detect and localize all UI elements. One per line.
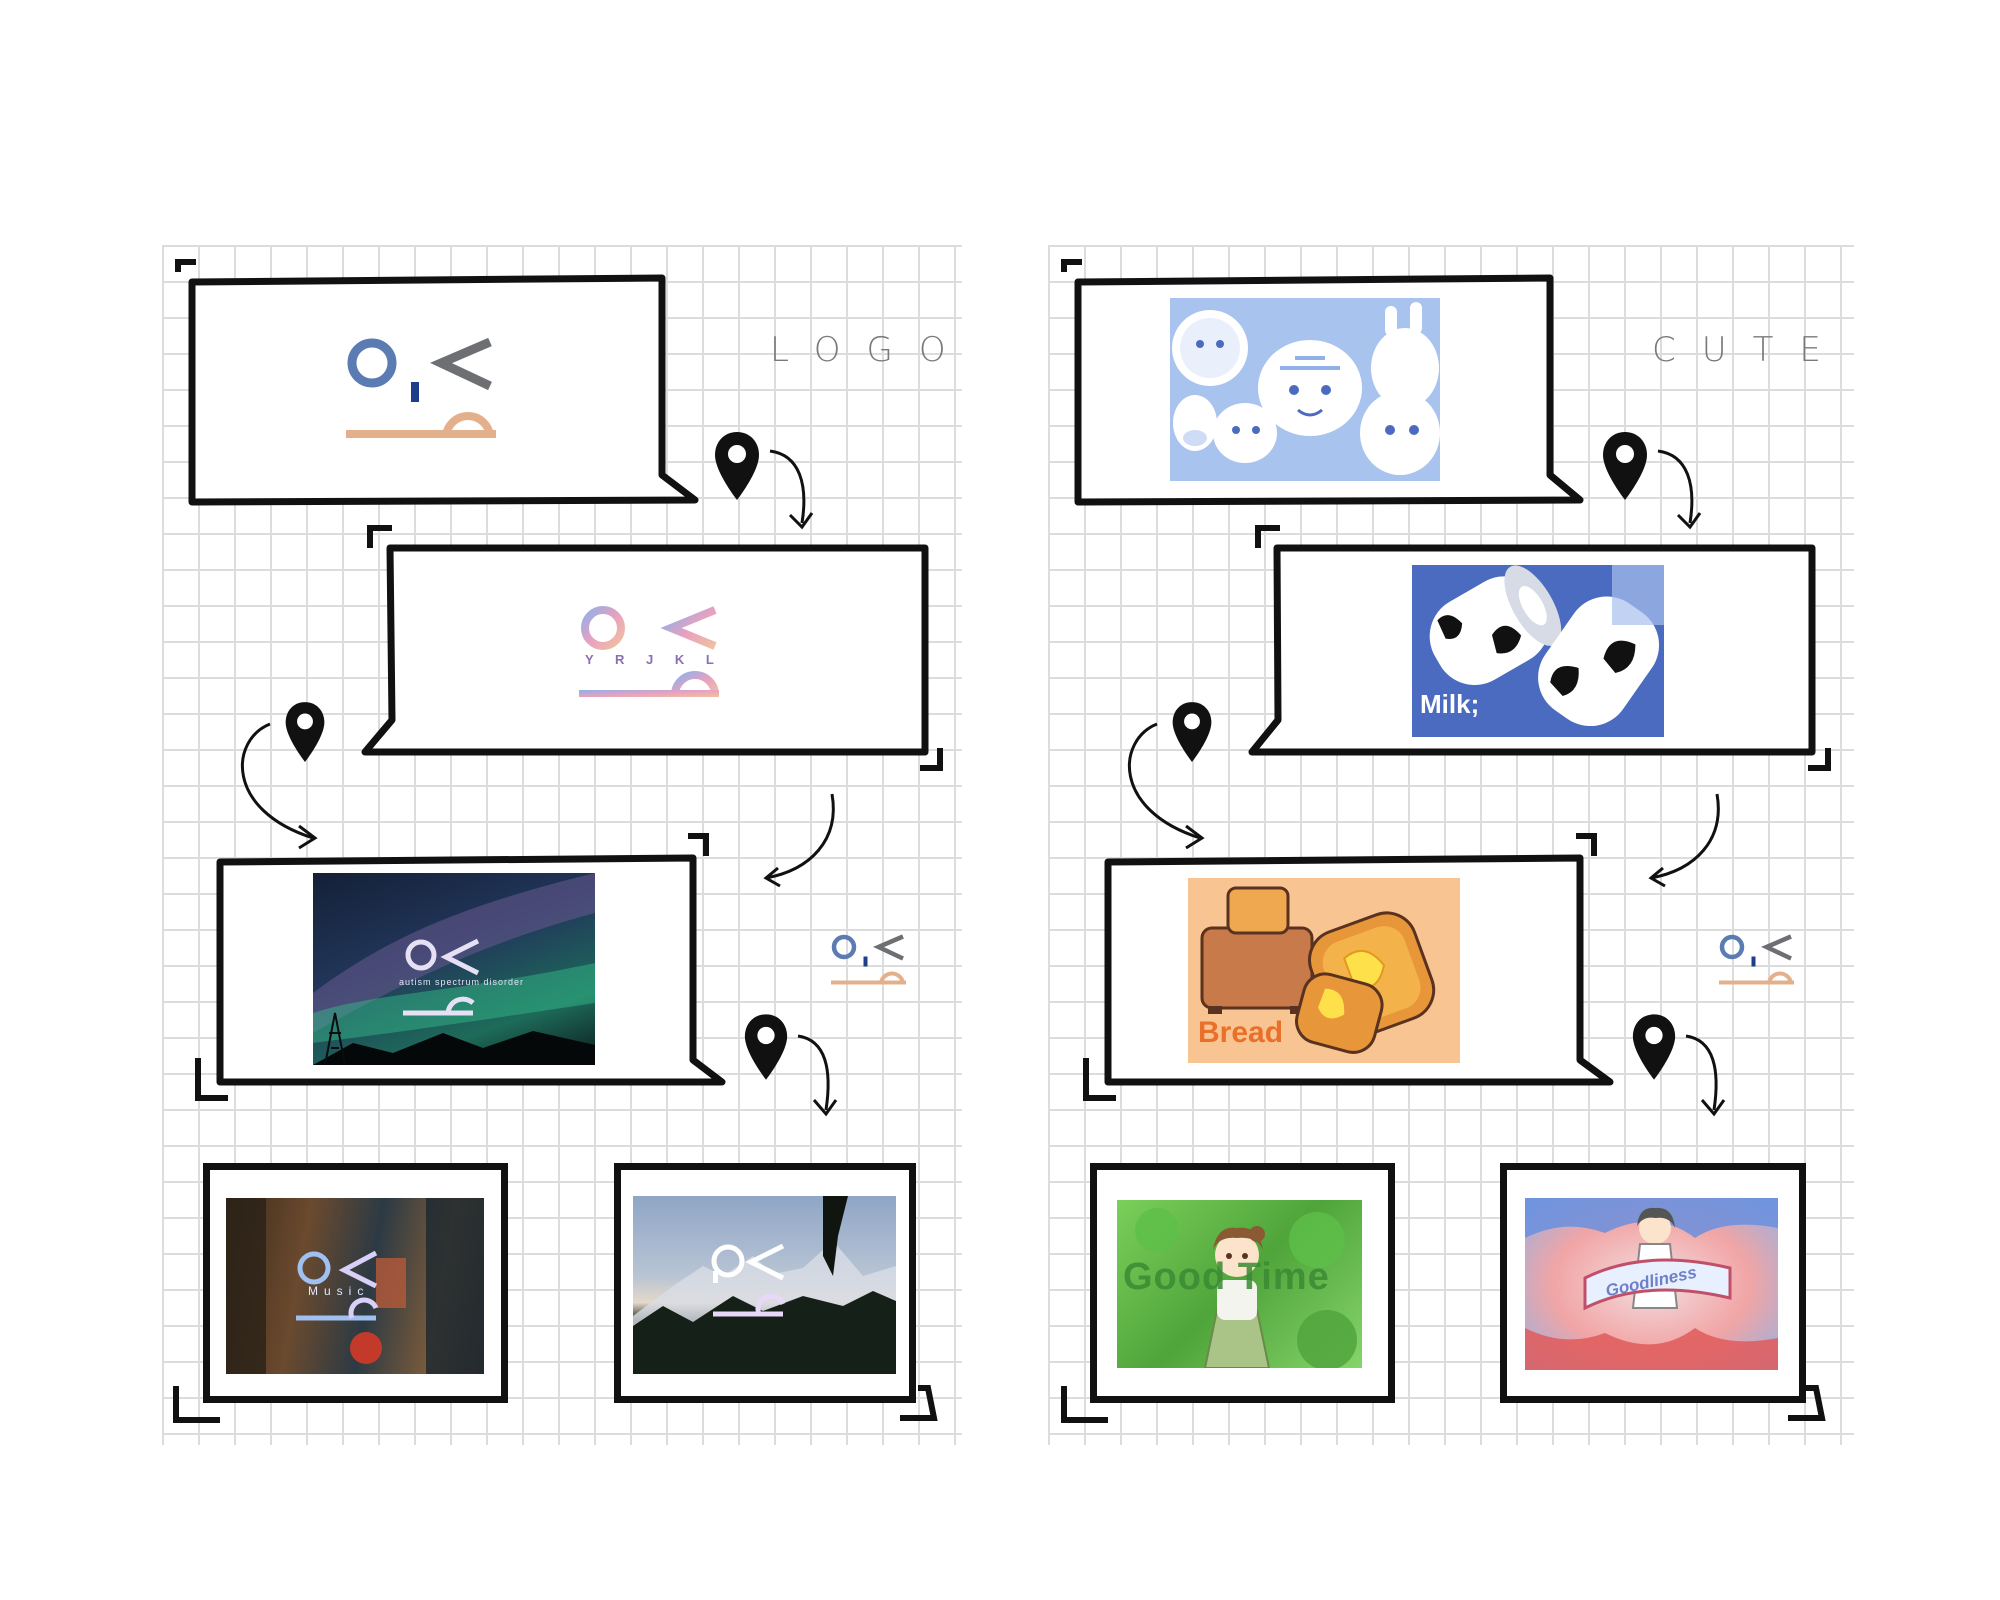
logo-mark-small	[828, 930, 908, 986]
curved-arrow-icon	[1112, 720, 1212, 855]
milk-text: Milk;	[1420, 689, 1480, 719]
curved-arrow-icon	[760, 445, 830, 540]
curved-arrow-icon	[1648, 445, 1718, 540]
cute-animals-illustration	[1170, 298, 1440, 481]
map-pin-icon	[1170, 700, 1214, 769]
curved-arrow-icon	[225, 720, 325, 855]
map-pin-icon	[712, 430, 762, 507]
logo-mark-1	[340, 330, 500, 440]
map-pin-icon	[283, 700, 327, 769]
music-text: Music	[308, 1284, 370, 1298]
good-time-text: Good Time	[1123, 1256, 1330, 1298]
logo-mark-small-right	[1716, 930, 1796, 986]
milk-illustration: Milk;	[1412, 565, 1664, 737]
curved-arrow-icon	[760, 790, 840, 895]
logo-mark-2	[575, 600, 735, 710]
curved-arrow-icon	[1678, 1030, 1738, 1125]
aurora-logo-image: autism spectrum disorder	[313, 873, 595, 1065]
aurora-caption: autism spectrum disorder	[399, 977, 525, 987]
map-pin-icon	[1630, 1012, 1678, 1087]
bread-illustration: Bread	[1188, 878, 1460, 1063]
logo-panel-label: LOGO	[770, 330, 972, 370]
bread-text: Bread	[1198, 1016, 1284, 1049]
good-time-illustration: Good Time	[1117, 1200, 1362, 1368]
logo-letters: Y R J K L	[585, 652, 723, 667]
curved-arrow-icon	[1645, 790, 1725, 895]
curved-arrow-icon	[790, 1030, 850, 1125]
music-street-photo: Music	[226, 1198, 484, 1374]
mountain-logo-photo	[633, 1196, 896, 1374]
map-pin-icon	[742, 1012, 790, 1087]
goodliness-illustration: Goodliness	[1525, 1198, 1778, 1370]
map-pin-icon	[1600, 430, 1650, 507]
cute-panel-label: CUTE	[1652, 330, 1847, 370]
